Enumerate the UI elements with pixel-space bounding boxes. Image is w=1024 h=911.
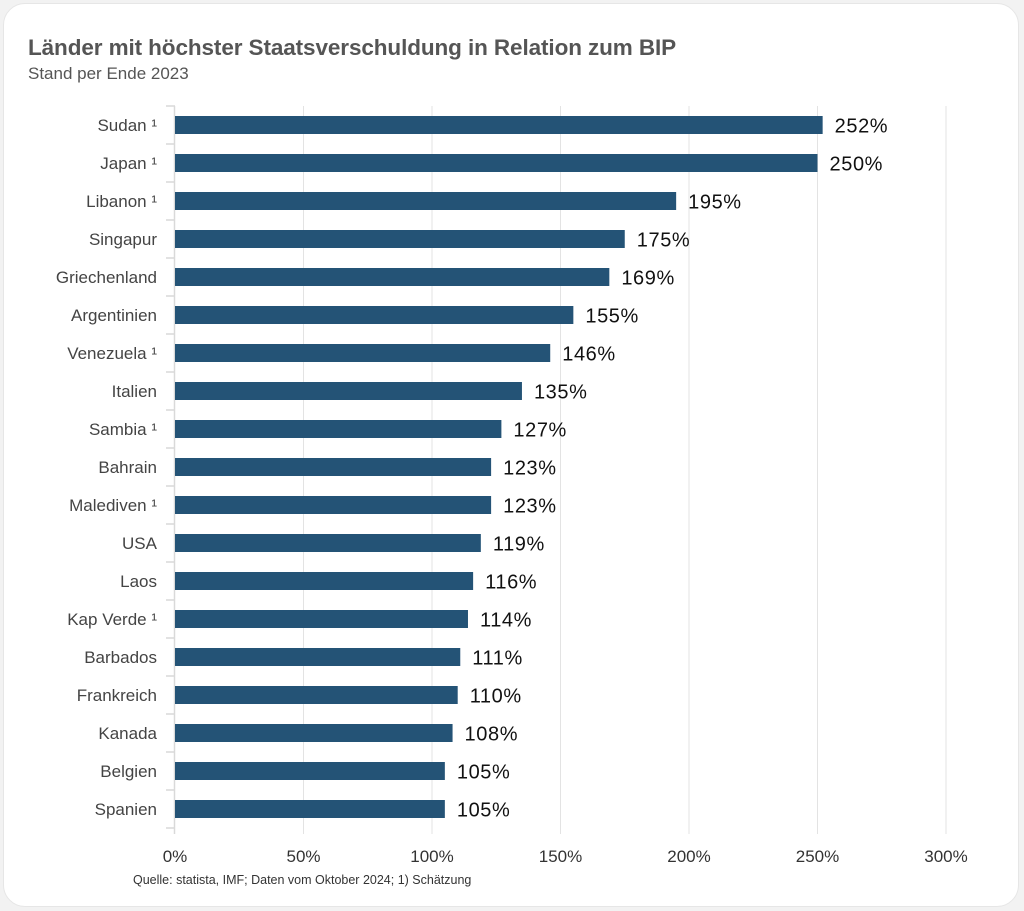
category-label: Singapur	[89, 230, 157, 249]
x-tick-label: 50%	[286, 847, 320, 866]
x-tick-label: 100%	[410, 847, 453, 866]
category-labels: Sudan ¹ Japan ¹ Libanon ¹ Singapur Griechenl…	[56, 116, 158, 819]
bar	[175, 154, 818, 172]
category-label: Spanien	[95, 800, 157, 819]
category-label: Barbados	[84, 648, 157, 667]
category-label: Sudan ¹	[97, 116, 157, 135]
category-label: Bahrain	[98, 458, 157, 477]
chart-subtitle: Stand per Ende 2023	[28, 64, 189, 83]
x-tick-label: 200%	[667, 847, 710, 866]
value-label: 123%	[503, 458, 557, 480]
bar	[175, 306, 574, 324]
category-label: Kanada	[98, 724, 157, 743]
value-label: 123%	[503, 496, 557, 518]
value-label: 105%	[457, 762, 511, 784]
bar	[175, 800, 445, 818]
bar	[175, 496, 492, 514]
bar	[175, 192, 677, 210]
category-label: Argentinien	[71, 306, 157, 325]
value-label: 105%	[457, 800, 511, 822]
category-label: Griechenland	[56, 268, 157, 287]
chart-panel	[3, 3, 1019, 907]
bar	[175, 268, 610, 286]
category-label: Italien	[112, 382, 157, 401]
x-tick-label: 250%	[796, 847, 839, 866]
value-label: 252%	[835, 116, 889, 138]
source-note: Quelle: statista, IMF; Daten vom Oktober…	[133, 873, 472, 887]
category-label: Libanon ¹	[86, 192, 157, 211]
bar	[175, 724, 453, 742]
category-label: Venezuela ¹	[67, 344, 157, 363]
bar	[175, 648, 461, 666]
value-label: 146%	[562, 344, 616, 366]
bar	[175, 572, 474, 590]
bar	[175, 534, 481, 552]
category-label: Laos	[120, 572, 157, 591]
category-label: Japan ¹	[100, 154, 157, 173]
bar	[175, 762, 445, 780]
value-label: 155%	[585, 306, 639, 328]
gridlines	[303, 106, 947, 834]
bar	[175, 686, 458, 704]
value-label: 175%	[637, 230, 691, 252]
value-label: 127%	[513, 420, 567, 442]
bar	[175, 382, 522, 400]
value-label: 135%	[534, 382, 588, 404]
bars	[175, 116, 823, 818]
category-label: Belgien	[100, 762, 157, 781]
value-label: 195%	[688, 192, 742, 214]
category-label: Malediven ¹	[69, 496, 157, 515]
bar	[175, 344, 551, 362]
value-label: 110%	[470, 686, 522, 708]
x-tick-label: 150%	[539, 847, 582, 866]
value-label: 250%	[830, 154, 884, 176]
x-tick-labels: 0% 50% 100% 150% 200% 250% 300%	[163, 847, 968, 866]
value-label: 119%	[493, 534, 545, 556]
value-label: 114%	[480, 610, 532, 632]
value-label: 108%	[465, 724, 519, 746]
x-tick-label: 0%	[163, 847, 188, 866]
value-labels: 252% 250% 195% 175% 169% 155% 146% 135% 127% 123%…	[457, 116, 888, 822]
category-label: Frankreich	[77, 686, 157, 705]
category-label: Sambia ¹	[89, 420, 157, 439]
x-tick-label: 300%	[924, 847, 967, 866]
category-label: Kap Verde ¹	[67, 610, 157, 629]
chart-title: Länder mit höchster Staatsverschuldung i…	[28, 35, 677, 60]
value-label: 116%	[485, 572, 537, 594]
value-label: 111%	[472, 648, 523, 670]
value-label: 169%	[621, 268, 675, 290]
bar	[175, 420, 502, 438]
bar	[175, 458, 492, 476]
bar	[175, 116, 823, 134]
bar	[175, 230, 625, 248]
category-label: USA	[122, 534, 158, 553]
bar	[175, 610, 468, 628]
y-axis	[166, 105, 176, 834]
